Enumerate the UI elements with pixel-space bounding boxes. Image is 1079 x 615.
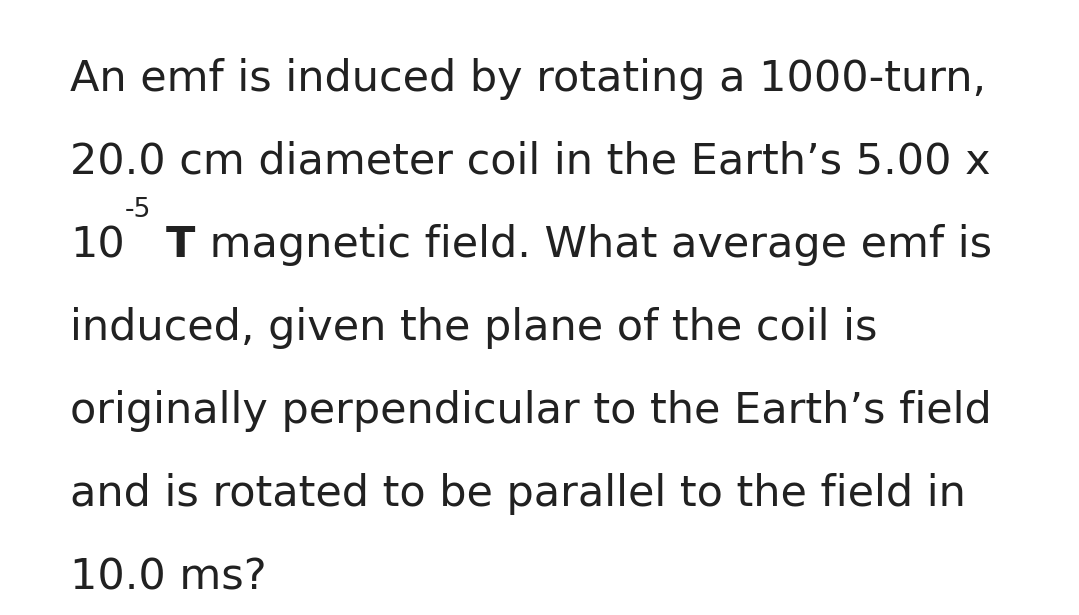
Text: induced, given the plane of the coil is: induced, given the plane of the coil is xyxy=(70,307,877,349)
Text: magnetic field. What average emf is: magnetic field. What average emf is xyxy=(195,224,992,266)
Text: 20.0 cm diameter coil in the Earth’s 5.00 x: 20.0 cm diameter coil in the Earth’s 5.0… xyxy=(70,141,991,183)
Text: and is rotated to be parallel to the field in: and is rotated to be parallel to the fie… xyxy=(70,473,966,515)
Text: An emf is induced by rotating a 1000-turn,: An emf is induced by rotating a 1000-tur… xyxy=(70,58,986,100)
Text: 10.0 ms?: 10.0 ms? xyxy=(70,556,267,598)
Text: T: T xyxy=(151,224,195,266)
Text: 10: 10 xyxy=(70,224,125,266)
Text: -5: -5 xyxy=(125,197,151,223)
Text: originally perpendicular to the Earth’s field: originally perpendicular to the Earth’s … xyxy=(70,390,992,432)
